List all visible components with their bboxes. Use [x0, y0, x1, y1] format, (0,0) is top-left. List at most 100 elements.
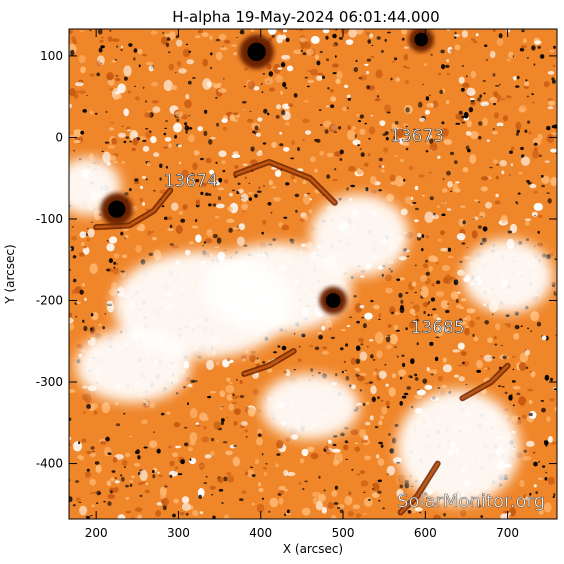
granule — [519, 105, 527, 113]
granule — [352, 504, 361, 510]
granule — [377, 458, 385, 467]
granule — [224, 179, 229, 184]
granule — [484, 44, 488, 47]
granule — [207, 230, 212, 233]
granule — [414, 373, 418, 377]
granule — [215, 361, 220, 366]
granule — [81, 438, 87, 443]
granule — [363, 497, 373, 507]
granule — [215, 96, 218, 99]
granule — [495, 175, 499, 180]
granule — [223, 78, 225, 80]
granule — [367, 153, 371, 157]
granule — [458, 376, 465, 382]
granule — [511, 415, 519, 422]
granule — [469, 131, 479, 139]
granule — [233, 444, 237, 448]
granule — [347, 129, 356, 141]
granule — [526, 180, 530, 183]
granule — [145, 128, 149, 130]
granule — [111, 470, 116, 473]
granule — [203, 482, 208, 484]
granule — [365, 401, 370, 405]
granule — [547, 476, 555, 485]
granule — [195, 179, 200, 183]
granule — [258, 482, 262, 487]
granule — [489, 96, 498, 104]
granule — [520, 146, 524, 151]
granule — [314, 168, 318, 173]
granule — [106, 243, 115, 252]
granule — [314, 346, 320, 351]
granule — [318, 109, 322, 112]
granule — [467, 148, 471, 153]
granule — [257, 428, 263, 436]
granule — [267, 368, 273, 373]
granule — [285, 182, 290, 186]
granule — [218, 488, 224, 492]
granule — [262, 466, 268, 470]
granule — [258, 433, 262, 437]
granule — [84, 471, 91, 478]
granule — [238, 188, 244, 194]
granule — [117, 514, 126, 519]
granule — [144, 112, 152, 118]
granule — [206, 360, 214, 370]
granule — [363, 491, 366, 493]
granule — [267, 202, 272, 206]
granule — [109, 154, 117, 161]
granule — [216, 122, 220, 127]
granule — [158, 474, 163, 478]
granule — [389, 333, 398, 345]
granule — [168, 445, 172, 449]
granule — [496, 122, 504, 127]
granule — [73, 93, 79, 99]
granule — [99, 441, 107, 445]
granule — [174, 466, 179, 470]
granule — [113, 261, 117, 265]
granule — [343, 445, 348, 449]
granule — [386, 405, 390, 409]
granule — [340, 329, 346, 332]
granule — [515, 132, 519, 136]
granule — [465, 131, 472, 136]
granule — [270, 211, 273, 214]
granule — [121, 161, 126, 164]
granule — [173, 422, 181, 428]
granule — [79, 289, 84, 295]
granule — [367, 498, 371, 501]
granule — [358, 338, 364, 343]
bright-region — [260, 373, 360, 440]
granule — [409, 320, 416, 329]
granule — [104, 141, 110, 144]
granule — [86, 95, 89, 97]
granule — [376, 95, 380, 98]
granule — [483, 92, 486, 95]
granule — [554, 406, 557, 411]
granule — [142, 202, 146, 206]
granule — [429, 341, 434, 346]
granule — [111, 281, 118, 290]
granule — [544, 160, 550, 163]
granule — [199, 412, 208, 422]
granule — [528, 412, 533, 417]
granule — [120, 270, 126, 273]
granule — [106, 72, 114, 81]
granule — [329, 89, 334, 93]
granule — [281, 345, 287, 351]
granule — [310, 68, 318, 76]
granule — [252, 388, 259, 396]
granule — [546, 254, 551, 260]
granule — [127, 90, 131, 94]
granule — [262, 219, 267, 225]
granule — [176, 61, 182, 67]
granule — [364, 382, 370, 385]
granule — [106, 240, 109, 242]
granule — [492, 73, 496, 77]
granule — [85, 515, 91, 519]
granule — [137, 455, 141, 460]
granule — [236, 36, 238, 38]
granule — [233, 420, 238, 426]
granule — [550, 176, 557, 187]
granule — [396, 278, 401, 281]
